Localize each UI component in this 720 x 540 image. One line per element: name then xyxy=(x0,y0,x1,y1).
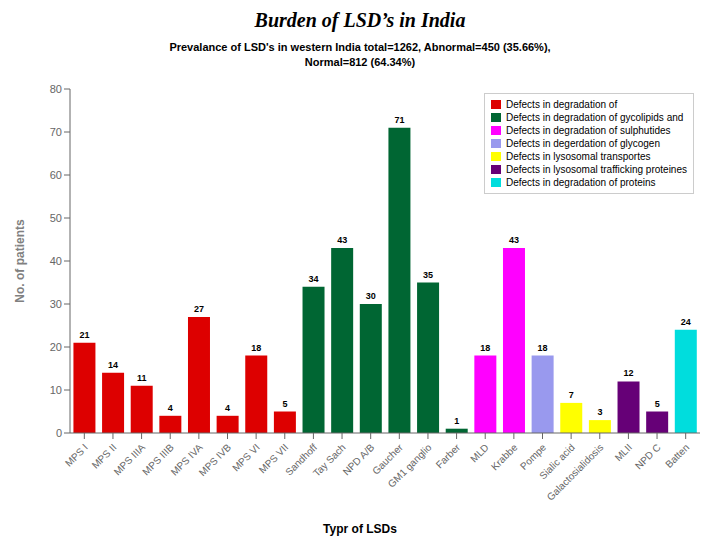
html-text:Typr of LSDs: Typr of LSDs xyxy=(323,522,397,536)
html-text:Defects in degradation of gyco: Defects in degradation of gycolipids and xyxy=(506,112,684,123)
html-text:Defects in degradation of prot: Defects in degradation of proteins xyxy=(506,177,656,188)
svg-text:12: 12 xyxy=(624,368,634,378)
html-text:Defects in degradation of: Defects in degradation of xyxy=(506,99,618,110)
svg-text:Gaucher: Gaucher xyxy=(370,441,405,477)
svg-text:24: 24 xyxy=(681,317,691,327)
svg-text:30: 30 xyxy=(50,298,62,310)
svg-text:40: 40 xyxy=(50,255,62,267)
svg-text:70: 70 xyxy=(50,126,62,138)
svg-text:MPS IIIB: MPS IIIB xyxy=(140,441,176,478)
svg-text:0: 0 xyxy=(56,427,62,439)
svg-text:1: 1 xyxy=(454,416,459,426)
svg-text:3: 3 xyxy=(597,407,602,417)
svg-text:14: 14 xyxy=(108,360,118,370)
svg-text:Sialic acid: Sialic acid xyxy=(537,441,577,482)
svg-text:NPD C: NPD C xyxy=(633,442,663,472)
svg-text:Tay Sach: Tay Sach xyxy=(311,442,348,479)
svg-text:35: 35 xyxy=(423,270,433,280)
svg-text:NPD A/B: NPD A/B xyxy=(341,441,377,477)
svg-text:Galactosialidosis: Galactosialidosis xyxy=(545,442,606,503)
html-text:Burden of LSD’s in India: Burden of LSD’s in India xyxy=(254,9,466,31)
html-text:Normal=812 (64.34%): Normal=812 (64.34%) xyxy=(304,56,416,68)
svg-text:No. of patients: No. of patients xyxy=(13,219,27,303)
svg-text:4: 4 xyxy=(168,403,173,413)
svg-text:5: 5 xyxy=(655,399,660,409)
svg-text:10: 10 xyxy=(50,384,62,396)
svg-text:20: 20 xyxy=(50,341,62,353)
svg-text:MLD: MLD xyxy=(468,442,491,465)
svg-text:71: 71 xyxy=(394,115,404,125)
svg-text:18: 18 xyxy=(251,343,261,353)
html-text:Defects in degerdation of glyc: Defects in degerdation of glycogen xyxy=(506,138,660,149)
svg-text:11: 11 xyxy=(137,373,147,383)
svg-text:MPS IVA: MPS IVA xyxy=(168,441,205,478)
svg-text:5: 5 xyxy=(282,399,287,409)
svg-text:MPS IVB: MPS IVB xyxy=(197,441,234,478)
svg-text:4: 4 xyxy=(225,403,230,413)
svg-text:7: 7 xyxy=(569,390,574,400)
svg-text:Batten: Batten xyxy=(663,442,691,470)
svg-text:GM1 ganglio: GM1 ganglio xyxy=(386,441,434,489)
svg-text:50: 50 xyxy=(50,212,62,224)
svg-text:Krabbe: Krabbe xyxy=(489,441,520,472)
html-text:Prevalance of LSD's in western: Prevalance of LSD's in western India tot… xyxy=(169,41,551,53)
svg-text:34: 34 xyxy=(309,274,319,284)
svg-text:MPS IIIA: MPS IIIA xyxy=(111,441,148,478)
svg-text:18: 18 xyxy=(538,343,548,353)
svg-text:80: 80 xyxy=(50,83,62,95)
html-text:Defects in degradation of sulp: Defects in degradation of sulphutides xyxy=(506,125,671,136)
svg-text:MLII: MLII xyxy=(613,442,635,464)
svg-text:43: 43 xyxy=(337,235,347,245)
svg-text:MPS II: MPS II xyxy=(89,441,119,471)
svg-text:MPS I: MPS I xyxy=(63,442,90,469)
svg-text:MPS VI: MPS VI xyxy=(230,441,262,474)
svg-text:MPS VII: MPS VII xyxy=(256,441,291,476)
svg-text:Sandhoff: Sandhoff xyxy=(283,441,320,478)
svg-text:Farber: Farber xyxy=(434,441,463,470)
html-text:Defects in lysosomal transport: Defects in lysosomal transportes xyxy=(506,151,651,162)
svg-text:18: 18 xyxy=(480,343,490,353)
svg-text:60: 60 xyxy=(50,169,62,181)
svg-text:Pompe: Pompe xyxy=(518,441,549,472)
html-text:Defects in lysosomal trafficki: Defects in lysosomal trafficking protein… xyxy=(506,164,687,175)
svg-text:27: 27 xyxy=(194,304,204,314)
svg-text:30: 30 xyxy=(366,291,376,301)
svg-text:43: 43 xyxy=(509,235,519,245)
svg-text:21: 21 xyxy=(79,330,89,340)
